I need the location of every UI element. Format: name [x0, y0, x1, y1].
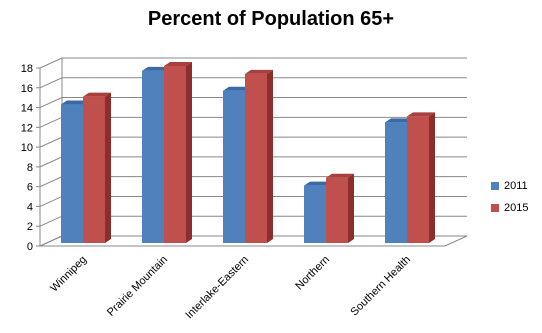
- legend-item-2015: 2015: [491, 197, 528, 219]
- y-tick-label: 0: [27, 241, 33, 253]
- y-tick-label: 8: [27, 162, 33, 174]
- y-tick-label: 16: [21, 83, 33, 95]
- gridline: [39, 57, 467, 69]
- legend-swatch-2015: [491, 204, 499, 212]
- legend: 2011 2015: [491, 175, 528, 219]
- bar-side: [105, 92, 111, 244]
- legend-label-2011: 2011: [504, 180, 528, 192]
- x-tick-label: Northern: [293, 254, 332, 293]
- x-axis-labels: Winnipeg Prairie Mountain Interlake-Easter…: [48, 254, 413, 322]
- bar-top: [83, 92, 111, 97]
- gridline: [39, 97, 467, 109]
- x-tick-label: Prairie Mountain: [105, 254, 170, 319]
- bar-top: [61, 100, 89, 105]
- y-tick-label: 14: [21, 103, 33, 115]
- y-axis-ticks: 0 2 4 6 8 10 12 14 16 18: [21, 63, 40, 253]
- bar-top: [223, 86, 251, 91]
- y-tick-label: 12: [21, 122, 33, 134]
- bar-front: [61, 104, 83, 243]
- bar-top: [407, 112, 435, 117]
- bar-front: [142, 70, 164, 243]
- bar-top: [326, 173, 354, 178]
- bar-side: [267, 69, 273, 244]
- bar-side: [348, 173, 354, 243]
- bar-front: [326, 177, 348, 243]
- chart-title: Percent of Population 65+: [147, 8, 395, 30]
- bar-top: [164, 61, 192, 66]
- bar-side: [429, 112, 435, 243]
- bar-top: [245, 69, 273, 74]
- legend-label-2015: 2015: [504, 202, 529, 214]
- bar-top: [142, 66, 170, 71]
- bar-2015-northern: [326, 173, 354, 243]
- legend-swatch-2011: [491, 182, 499, 190]
- bar-front: [385, 122, 407, 243]
- bar-2015-winnipeg: [83, 92, 111, 244]
- bar-2015-interlake-eastern: [245, 69, 273, 244]
- bar-2015-prairie-mountain: [164, 61, 192, 243]
- floor-plane: [39, 235, 468, 247]
- y-tick-label: 2: [27, 221, 33, 233]
- y-tick-label: 6: [27, 182, 33, 194]
- bar-front: [164, 65, 186, 243]
- bar-front: [407, 116, 429, 243]
- bar-top: [304, 181, 332, 186]
- bar-front: [245, 73, 267, 244]
- y-tick-label: 4: [27, 201, 33, 213]
- x-tick-label: Southern Health: [348, 254, 413, 319]
- bar-2015-southern-health: [407, 112, 435, 243]
- bar-top: [385, 118, 413, 123]
- bar-front: [304, 185, 326, 243]
- y-tick-label: 10: [21, 142, 33, 154]
- bars: [61, 61, 435, 244]
- x-tick-label: Winnipeg: [48, 254, 89, 295]
- bar-front: [223, 90, 245, 243]
- bar-side: [186, 61, 192, 243]
- bar-front: [83, 96, 105, 244]
- y-tick-label: 18: [21, 63, 33, 75]
- gridline: [39, 77, 467, 89]
- x-tick-label: Interlake-Eastern: [183, 254, 251, 322]
- legend-item-2011: 2011: [491, 175, 528, 197]
